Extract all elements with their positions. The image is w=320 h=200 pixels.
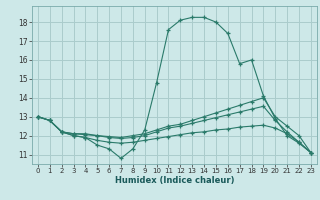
X-axis label: Humidex (Indice chaleur): Humidex (Indice chaleur) [115,176,234,185]
